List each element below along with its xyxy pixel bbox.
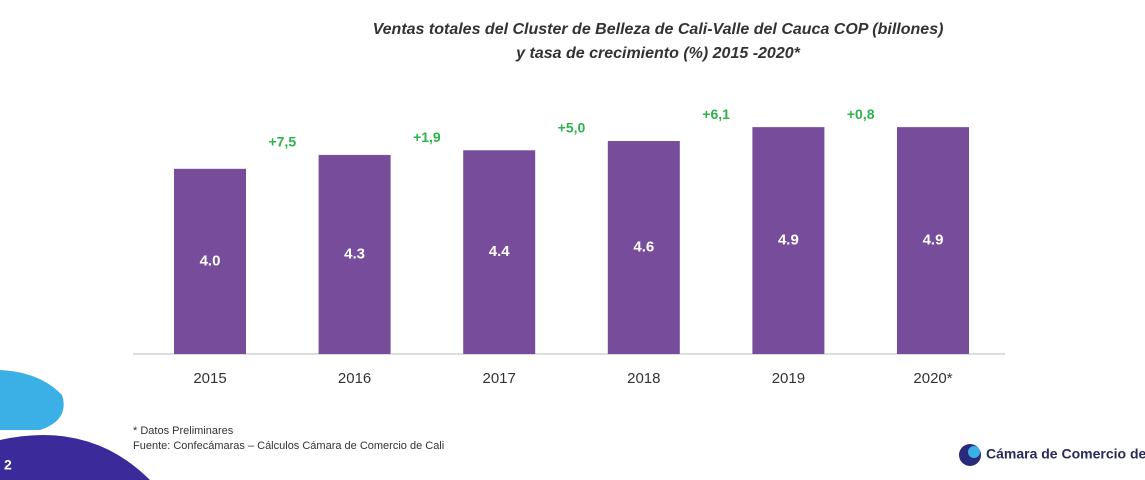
x-tick-label: 2020*	[913, 370, 952, 387]
x-tick-label: 2018	[627, 370, 660, 387]
growth-label: +7,5	[268, 134, 296, 150]
logo-text: Cámara de Comercio de Cali	[986, 446, 1145, 462]
chart-title: Ventas totales del Cluster de Belleza de…	[373, 21, 944, 38]
x-tick-label: 2015	[193, 370, 226, 387]
growth-label: +5,0	[558, 120, 586, 136]
x-tick-label: 2016	[338, 370, 371, 387]
source: Fuente: Confecámaras – Cálculos Cámara d…	[133, 440, 444, 452]
chart-subtitle: y tasa de crecimiento (%) 2015 -2020*	[515, 45, 800, 62]
data-label: 4.3	[344, 245, 365, 262]
logo-icon	[968, 446, 980, 458]
data-label: 4.4	[489, 243, 511, 260]
data-label: 4.9	[923, 232, 944, 249]
data-label: 4.9	[778, 232, 799, 249]
data-label: 4.0	[200, 252, 221, 269]
growth-label: +6,1	[702, 106, 730, 122]
x-tick-label: 2017	[483, 370, 516, 387]
slide: 2 Ventas totales del Cluster de Belleza …	[0, 0, 1145, 480]
growth-label: +1,9	[413, 129, 441, 145]
footnote: * Datos Preliminares	[133, 425, 234, 437]
decor	[0, 435, 150, 480]
decor	[0, 370, 64, 430]
page-number: 2	[4, 457, 12, 473]
data-label: 4.6	[633, 238, 654, 255]
x-tick-label: 2019	[772, 370, 805, 387]
growth-label: +0,8	[847, 106, 875, 122]
